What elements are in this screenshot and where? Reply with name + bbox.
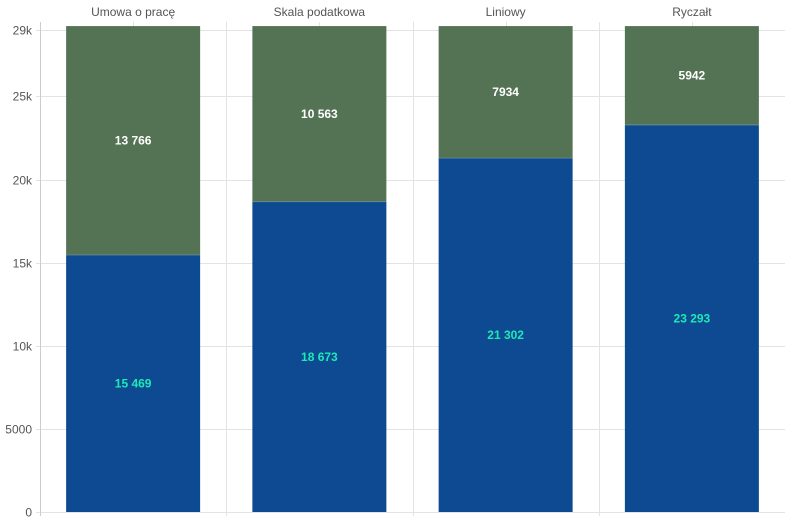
bars [66, 26, 759, 513]
category-label: Skala podatkowa [274, 5, 366, 19]
data-labels: 15 469 13 766 18 673 10 563 21 302 7934 23 293… [115, 68, 711, 390]
bar-segment[interactable] [624, 26, 759, 125]
bar-segment[interactable] [252, 201, 387, 513]
y-tick-label: 10k [13, 340, 33, 354]
bar-data-label: 18 673 [301, 350, 338, 364]
y-tick-label: 0 [25, 506, 32, 520]
bar-data-label: 15 469 [115, 376, 152, 390]
category-label: Umowa o pracę [91, 5, 175, 19]
y-tick-label: 15k [13, 257, 33, 271]
bar-data-label: 13 766 [115, 133, 152, 147]
category-label: Liniowy [486, 5, 526, 19]
bar-segment[interactable] [66, 26, 201, 255]
bar-data-label: 5942 [679, 68, 706, 82]
bar-data-label: 7934 [492, 85, 519, 99]
bar-segment[interactable] [624, 124, 759, 512]
y-tick-label: 20k [13, 174, 33, 188]
bar-segment[interactable] [438, 26, 573, 158]
bar-segment[interactable] [438, 157, 573, 512]
bar-segment[interactable] [252, 26, 387, 202]
bar-data-label: 21 302 [487, 328, 524, 342]
y-tick-label: 29k [13, 24, 33, 38]
y-tick-label: 25k [13, 90, 33, 104]
category-label: Ryczałt [672, 5, 712, 19]
bar-data-label: 23 293 [674, 311, 711, 325]
y-tick-label: 5000 [5, 423, 32, 437]
bar-data-label: 10 563 [301, 107, 338, 121]
axes: 0 5000 10k 15k 20k 25k 29k Umowa o pracę Skala p… [5, 5, 712, 520]
bar-segment[interactable] [66, 254, 201, 513]
